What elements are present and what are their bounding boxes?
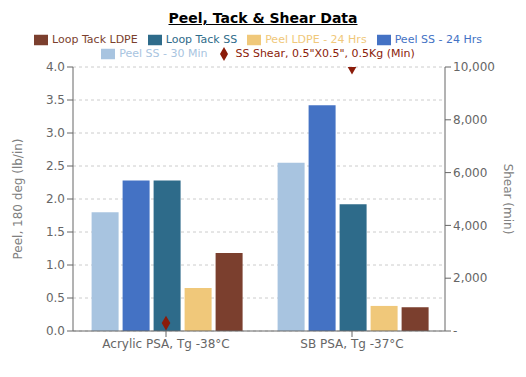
svg-text:3.0: 3.0 [46, 126, 65, 140]
svg-text:3.5: 3.5 [46, 93, 65, 107]
svg-text:2,000: 2,000 [453, 271, 487, 285]
html-text:Peel SS - 30 Min: Peel SS - 30 Min [119, 47, 208, 60]
svg-text:-: - [453, 324, 457, 338]
svg-text:SB PSA, Tg -37°C: SB PSA, Tg -37°C [300, 337, 403, 351]
svg-text:Shear (min): Shear (min) [501, 164, 515, 235]
html-text:Peel, Tack & Shear Data: Peel, Tack & Shear Data [168, 10, 358, 26]
html-text:Loop Tack SS: Loop Tack SS [165, 33, 238, 46]
svg-text:Peel, 180 deg (lb/in): Peel, 180 deg (lb/in) [11, 139, 25, 260]
svg-text:10,000: 10,000 [453, 60, 495, 74]
html-text:Peel LDPE - 24 Hrs: Peel LDPE - 24 Hrs [265, 33, 367, 46]
svg-text:4,000: 4,000 [453, 219, 487, 233]
html-text:Peel SS - 24 Hrs: Peel SS - 24 Hrs [394, 33, 482, 46]
html-text:Loop Tack LDPE: Loop Tack LDPE [52, 33, 138, 46]
svg-text:8,000: 8,000 [453, 113, 487, 127]
svg-text:2.0: 2.0 [46, 192, 65, 206]
svg-text:Acrylic PSA, Tg -38°C: Acrylic PSA, Tg -38°C [102, 337, 229, 351]
svg-text:1.0: 1.0 [46, 258, 65, 272]
svg-text:1.5: 1.5 [46, 225, 65, 239]
svg-text:0.0: 0.0 [46, 324, 65, 338]
svg-text:4.0: 4.0 [46, 60, 65, 74]
svg-text:2.5: 2.5 [46, 159, 65, 173]
svg-text:6,000: 6,000 [453, 166, 487, 180]
html-text:SS Shear, 0.5"X0.5", 0.5Kg (Mi: SS Shear, 0.5"X0.5", 0.5Kg (Min) [235, 47, 415, 60]
svg-text:0.5: 0.5 [46, 291, 65, 305]
